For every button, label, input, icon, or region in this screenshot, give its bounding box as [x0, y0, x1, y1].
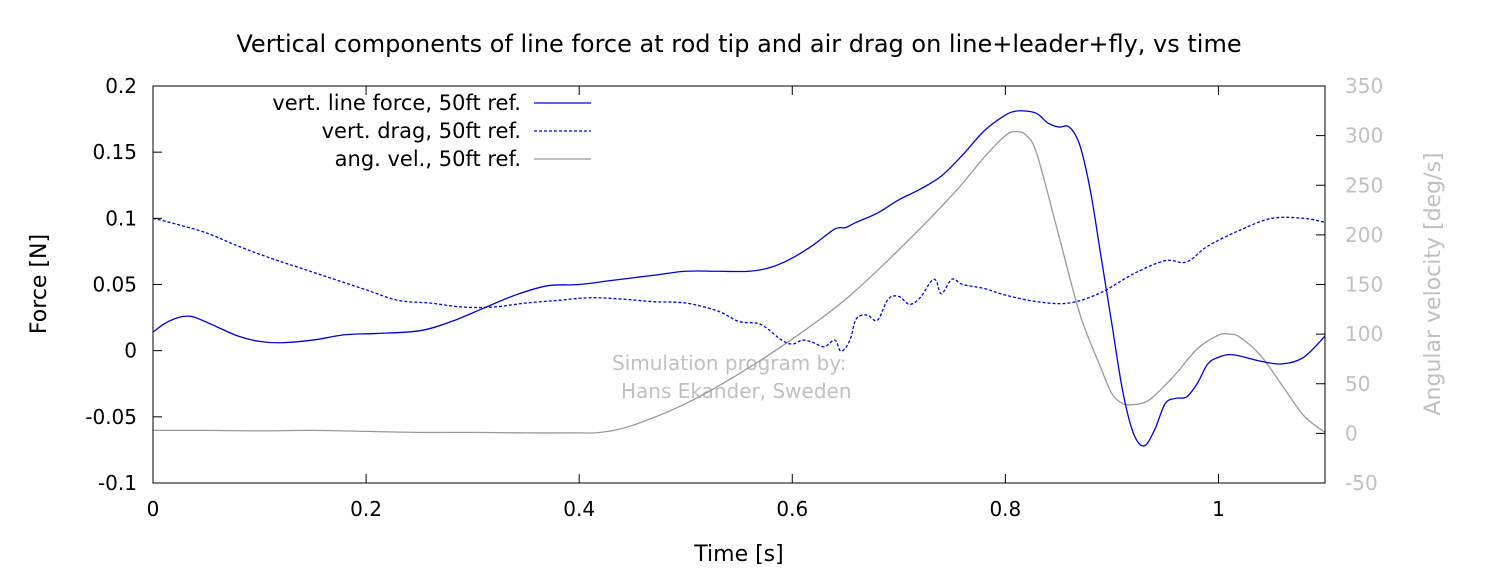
series-ang-vel [152, 130, 1326, 434]
y2-tick-label: -50 [1345, 471, 1378, 495]
series-drag [152, 216, 1326, 352]
watermark: Simulation program by: Hans Ekander, Swe… [612, 351, 852, 403]
y-axis-right: -50 0 50 100 150 200 250 300 350 [1316, 74, 1383, 495]
x-tick-label: 0.2 [350, 497, 382, 521]
y-tick-label: 0.05 [92, 273, 137, 297]
y-tick-label: -0.05 [85, 405, 137, 429]
legend: vert. line force, 50ft ref. vert. drag, … [272, 91, 591, 171]
y2-tick-label: 0 [1345, 421, 1358, 445]
y-tick-label: 0.2 [105, 74, 137, 98]
y2-tick-label: 300 [1345, 124, 1383, 148]
legend-label-line-force: vert. line force, 50ft ref. [272, 91, 521, 115]
y2-axis-label: Angular velocity [deg/s] [1421, 152, 1446, 415]
series-line-force [152, 110, 1326, 447]
series-layer [152, 110, 1326, 447]
legend-label-drag: vert. drag, 50ft ref. [322, 119, 521, 143]
x-axis-label: Time [s] [693, 542, 783, 567]
plot-area-border [152, 85, 1326, 484]
y2-tick-label: 50 [1345, 372, 1370, 396]
chart-title: Vertical components of line force at rod… [236, 30, 1241, 58]
y-tick-label: -0.1 [98, 471, 137, 495]
x-axis: 0 0.2 0.4 0.6 0.8 1 [147, 86, 1225, 521]
y2-tick-label: 150 [1345, 273, 1383, 297]
y-tick-label: 0.15 [92, 140, 137, 164]
x-tick-label: 0.4 [563, 497, 595, 521]
y2-tick-label: 250 [1345, 173, 1383, 197]
x-tick-label: 0.8 [989, 497, 1021, 521]
x-tick-label: 0 [147, 497, 160, 521]
y-axis-label: Force [N] [27, 234, 52, 334]
legend-label-ang-vel: ang. vel., 50ft ref. [335, 147, 521, 171]
y2-tick-label: 100 [1345, 322, 1383, 346]
watermark-line-1: Simulation program by: [612, 351, 846, 375]
watermark-line-2: Hans Ekander, Sweden [621, 379, 852, 403]
y-tick-label: 0 [124, 339, 137, 363]
x-tick-label: 0.6 [776, 497, 808, 521]
y2-tick-label: 200 [1345, 223, 1383, 247]
x-tick-label: 1 [1212, 497, 1225, 521]
y2-tick-label: 350 [1345, 74, 1383, 98]
y-axis-left: -0.1 -0.05 0 0.05 0.1 0.15 0.2 [85, 74, 162, 495]
y-tick-label: 0.1 [105, 206, 137, 230]
